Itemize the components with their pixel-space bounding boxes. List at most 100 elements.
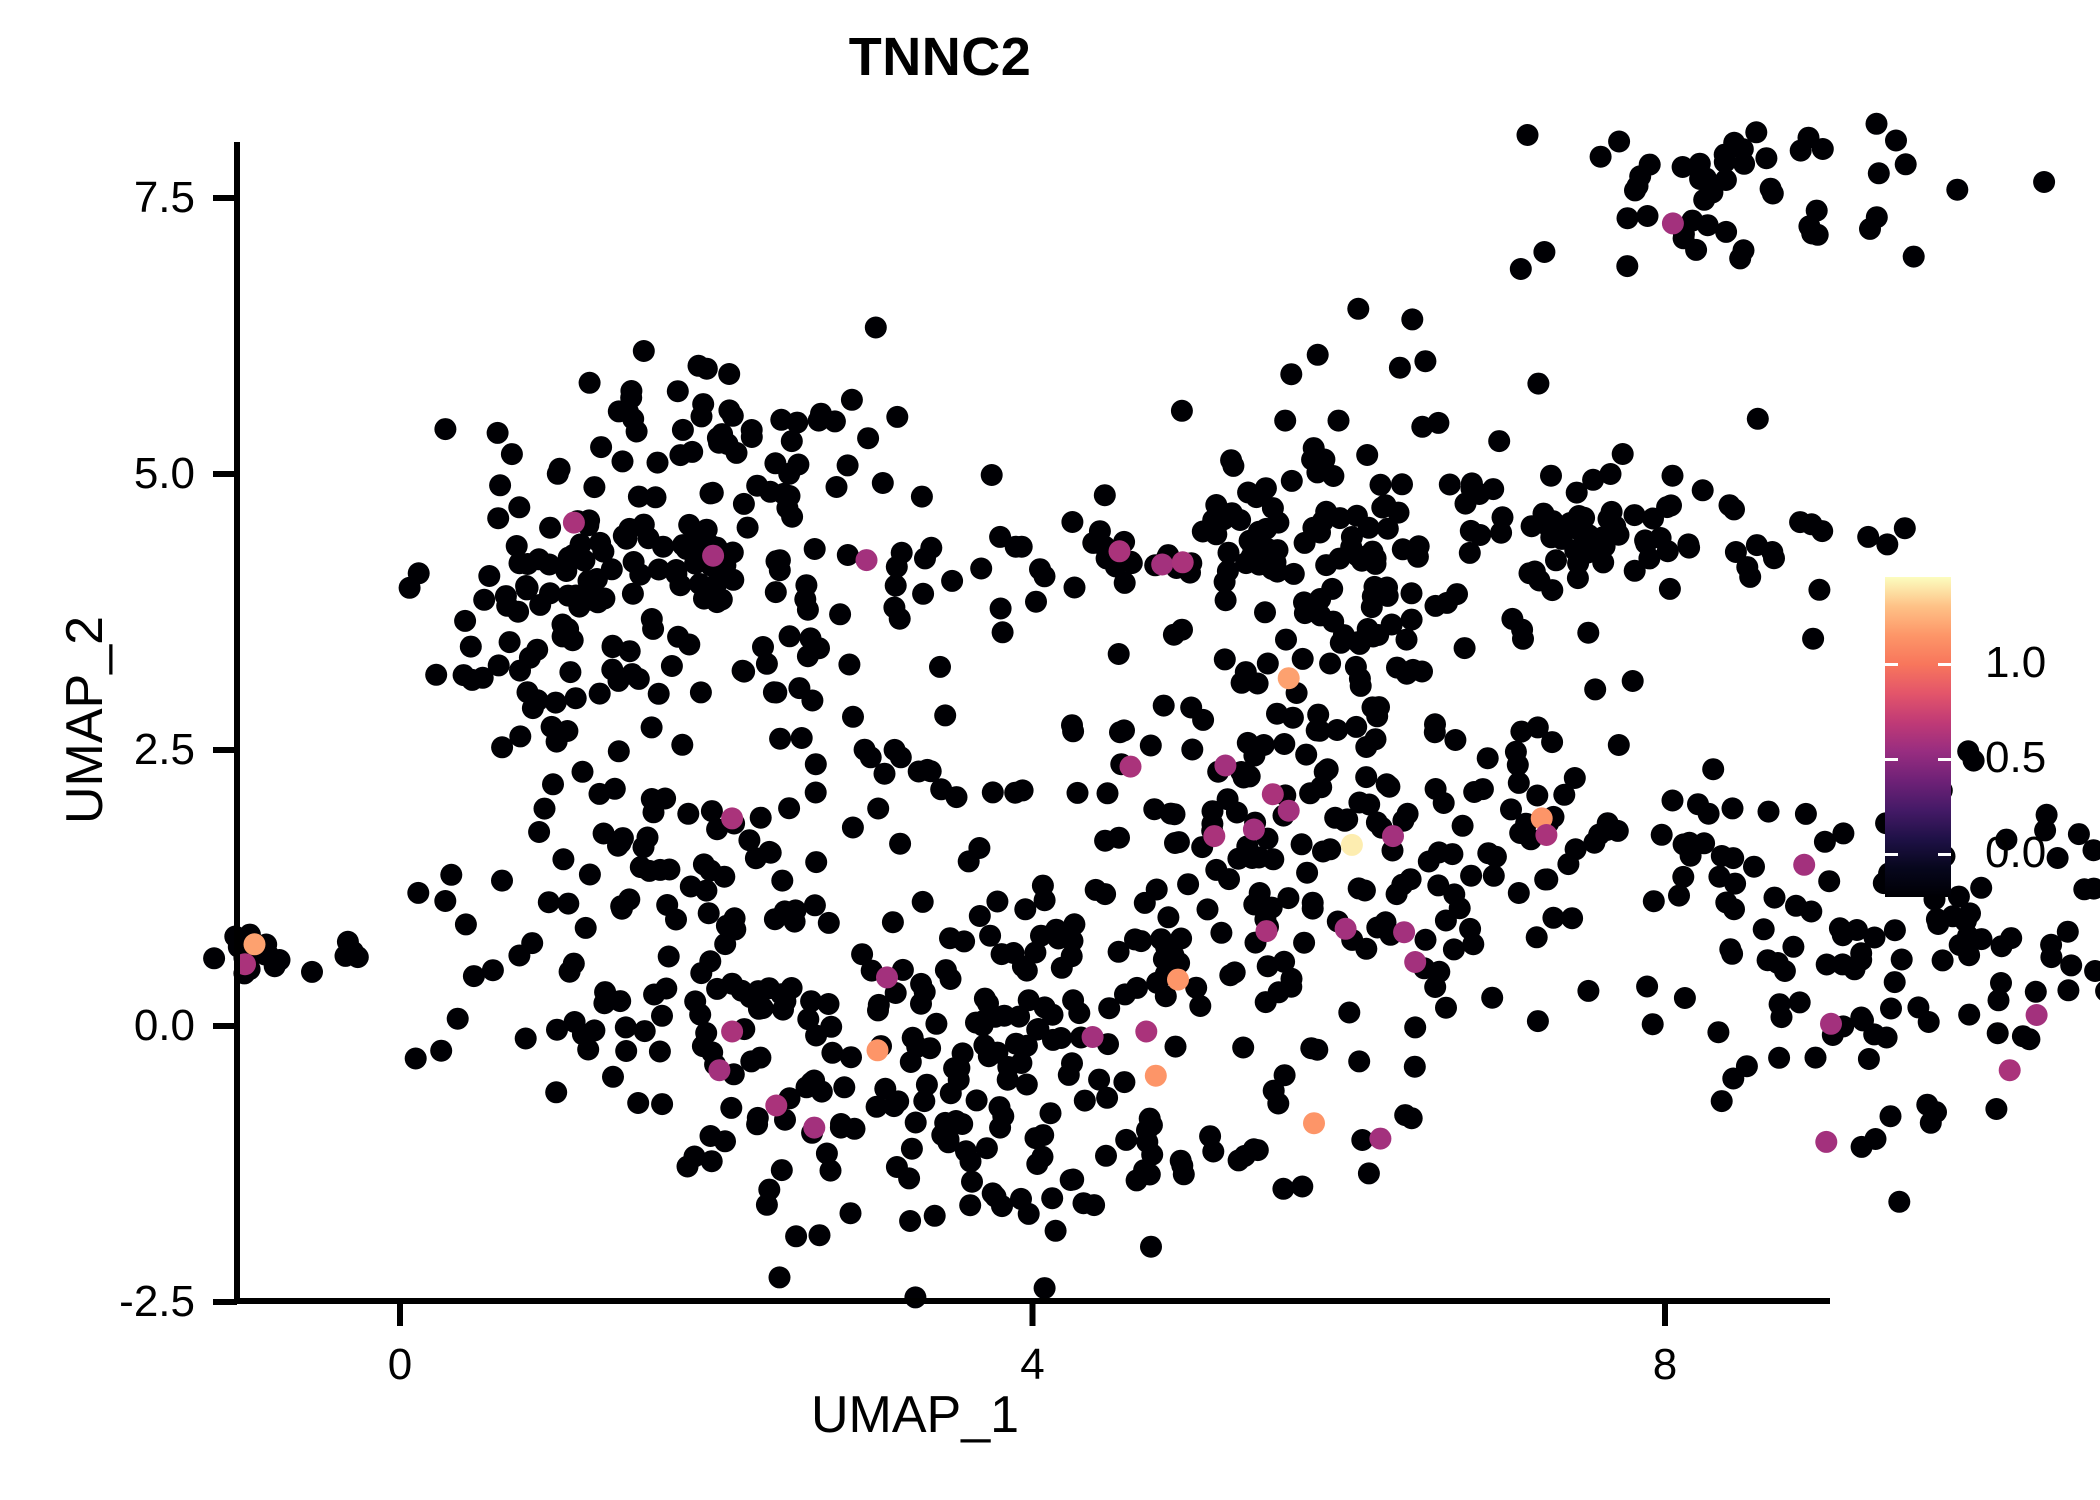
- scatter-point-expressing: [876, 966, 898, 989]
- scatter-point: [1564, 539, 1587, 562]
- scatter-point-expressing: [803, 1116, 826, 1139]
- scatter-point: [1650, 823, 1673, 846]
- scatter-point: [1262, 1079, 1285, 1102]
- scatter-point: [913, 1090, 936, 1113]
- scatter-point: [929, 655, 951, 678]
- scatter-point: [1157, 906, 1180, 929]
- scatter-point: [1959, 902, 1981, 925]
- scatter-point: [578, 371, 601, 394]
- scatter-point: [649, 858, 672, 881]
- axis-ticks-layer: [213, 195, 1668, 1326]
- scatter-point: [1526, 716, 1549, 739]
- scatter-point: [643, 983, 666, 1006]
- scatter-point: [857, 427, 880, 450]
- scatter-point: [1520, 515, 1543, 538]
- scatter-point: [1888, 1190, 1911, 1213]
- scatter-point: [404, 1047, 427, 1070]
- scatter-point: [1958, 1003, 1981, 1026]
- scatter-point: [1017, 989, 1040, 1012]
- scatter-point: [1392, 809, 1415, 832]
- scatter-point: [1015, 1073, 1038, 1096]
- scatter-point: [1227, 1149, 1250, 1172]
- scatter-point: [887, 1090, 910, 1113]
- scatter-point: [1702, 758, 1725, 781]
- scatter-point: [1876, 533, 1899, 556]
- scatter-point: [1488, 430, 1511, 453]
- scatter-point: [592, 822, 615, 845]
- scatter-point: [1274, 409, 1297, 432]
- scatter-point: [1256, 652, 1279, 675]
- scatter-point: [1385, 883, 1408, 906]
- scatter-point: [939, 968, 962, 990]
- scatter-point: [1442, 938, 1465, 961]
- scatter-point: [342, 940, 364, 963]
- scatter-point: [1804, 1046, 1827, 1069]
- scatter-point: [1282, 562, 1305, 585]
- scatter-point: [1177, 873, 1200, 896]
- scatter-point: [1232, 1036, 1255, 1059]
- scatter-point: [794, 588, 817, 611]
- scatter-point: [1107, 643, 1130, 665]
- scatter-point: [867, 797, 890, 820]
- scatter-point: [991, 621, 1014, 644]
- scatter-point: [1357, 1162, 1380, 1185]
- scatter-point: [1275, 628, 1297, 651]
- scatter-point: [997, 1056, 1020, 1078]
- scatter-point: [1152, 694, 1175, 717]
- scatter-point: [1139, 734, 1162, 757]
- scatter-point: [867, 999, 889, 1022]
- scatter-point: [1608, 130, 1631, 153]
- scatter-point: [1360, 596, 1383, 619]
- scatter-point: [590, 436, 613, 459]
- scatter-point: [1098, 997, 1121, 1020]
- scatter-point: [1302, 437, 1325, 460]
- scatter-point: [601, 658, 624, 681]
- scatter-point: [496, 594, 519, 617]
- scatter-point: [1919, 1111, 1942, 1134]
- scatter-point: [1146, 971, 1169, 994]
- x-tick-label: 0: [387, 1340, 413, 1389]
- scatter-point: [1931, 949, 1954, 972]
- scatter-point: [1223, 961, 1246, 984]
- scatter-point: [1376, 576, 1398, 599]
- scatter-point: [1355, 937, 1378, 960]
- scatter-point: [1026, 1153, 1049, 1175]
- scatter-point: [1082, 531, 1105, 554]
- scatter-point: [957, 850, 980, 873]
- scatter-point: [648, 1040, 671, 1063]
- scatter-point: [959, 1150, 982, 1173]
- scatter-point: [778, 625, 801, 648]
- scatter-point: [1322, 465, 1345, 487]
- scatter-point: [446, 1007, 469, 1030]
- scatter-point: [1242, 537, 1265, 560]
- scatter-point: [1957, 740, 1980, 763]
- scatter-point: [1059, 1169, 1082, 1191]
- scatter-point: [1681, 209, 1704, 232]
- scatter-point-expressing: [1535, 824, 1558, 846]
- scatter-point: [1162, 623, 1185, 646]
- scatter-point: [825, 476, 848, 498]
- scatter-point: [1501, 607, 1524, 630]
- scatter-point: [1386, 656, 1408, 679]
- scatter-point: [491, 869, 513, 892]
- scatter-point: [780, 430, 803, 453]
- scatter-point: [1845, 919, 1868, 941]
- scatter-point: [430, 1039, 453, 1062]
- scatter-point: [1063, 913, 1086, 936]
- scatter-point: [1033, 889, 1056, 912]
- scatter-point: [820, 1015, 843, 1038]
- scatter-point: [637, 527, 660, 550]
- scatter-point: [697, 902, 720, 925]
- scatter-point: [1678, 536, 1701, 559]
- scatter-point: [1266, 539, 1289, 562]
- scatter-point: [889, 746, 912, 769]
- scatter-point-expressing: [1998, 1059, 2021, 1082]
- scatter-point: [769, 727, 792, 750]
- scatter-point-expressing: [1242, 818, 1265, 841]
- scatter-point: [1600, 500, 1623, 523]
- scatter-point: [911, 890, 934, 913]
- scatter-point: [1401, 308, 1424, 331]
- scatter-point: [1094, 883, 1117, 906]
- scatter-point: [1185, 976, 1208, 999]
- scatter-point: [1623, 504, 1646, 527]
